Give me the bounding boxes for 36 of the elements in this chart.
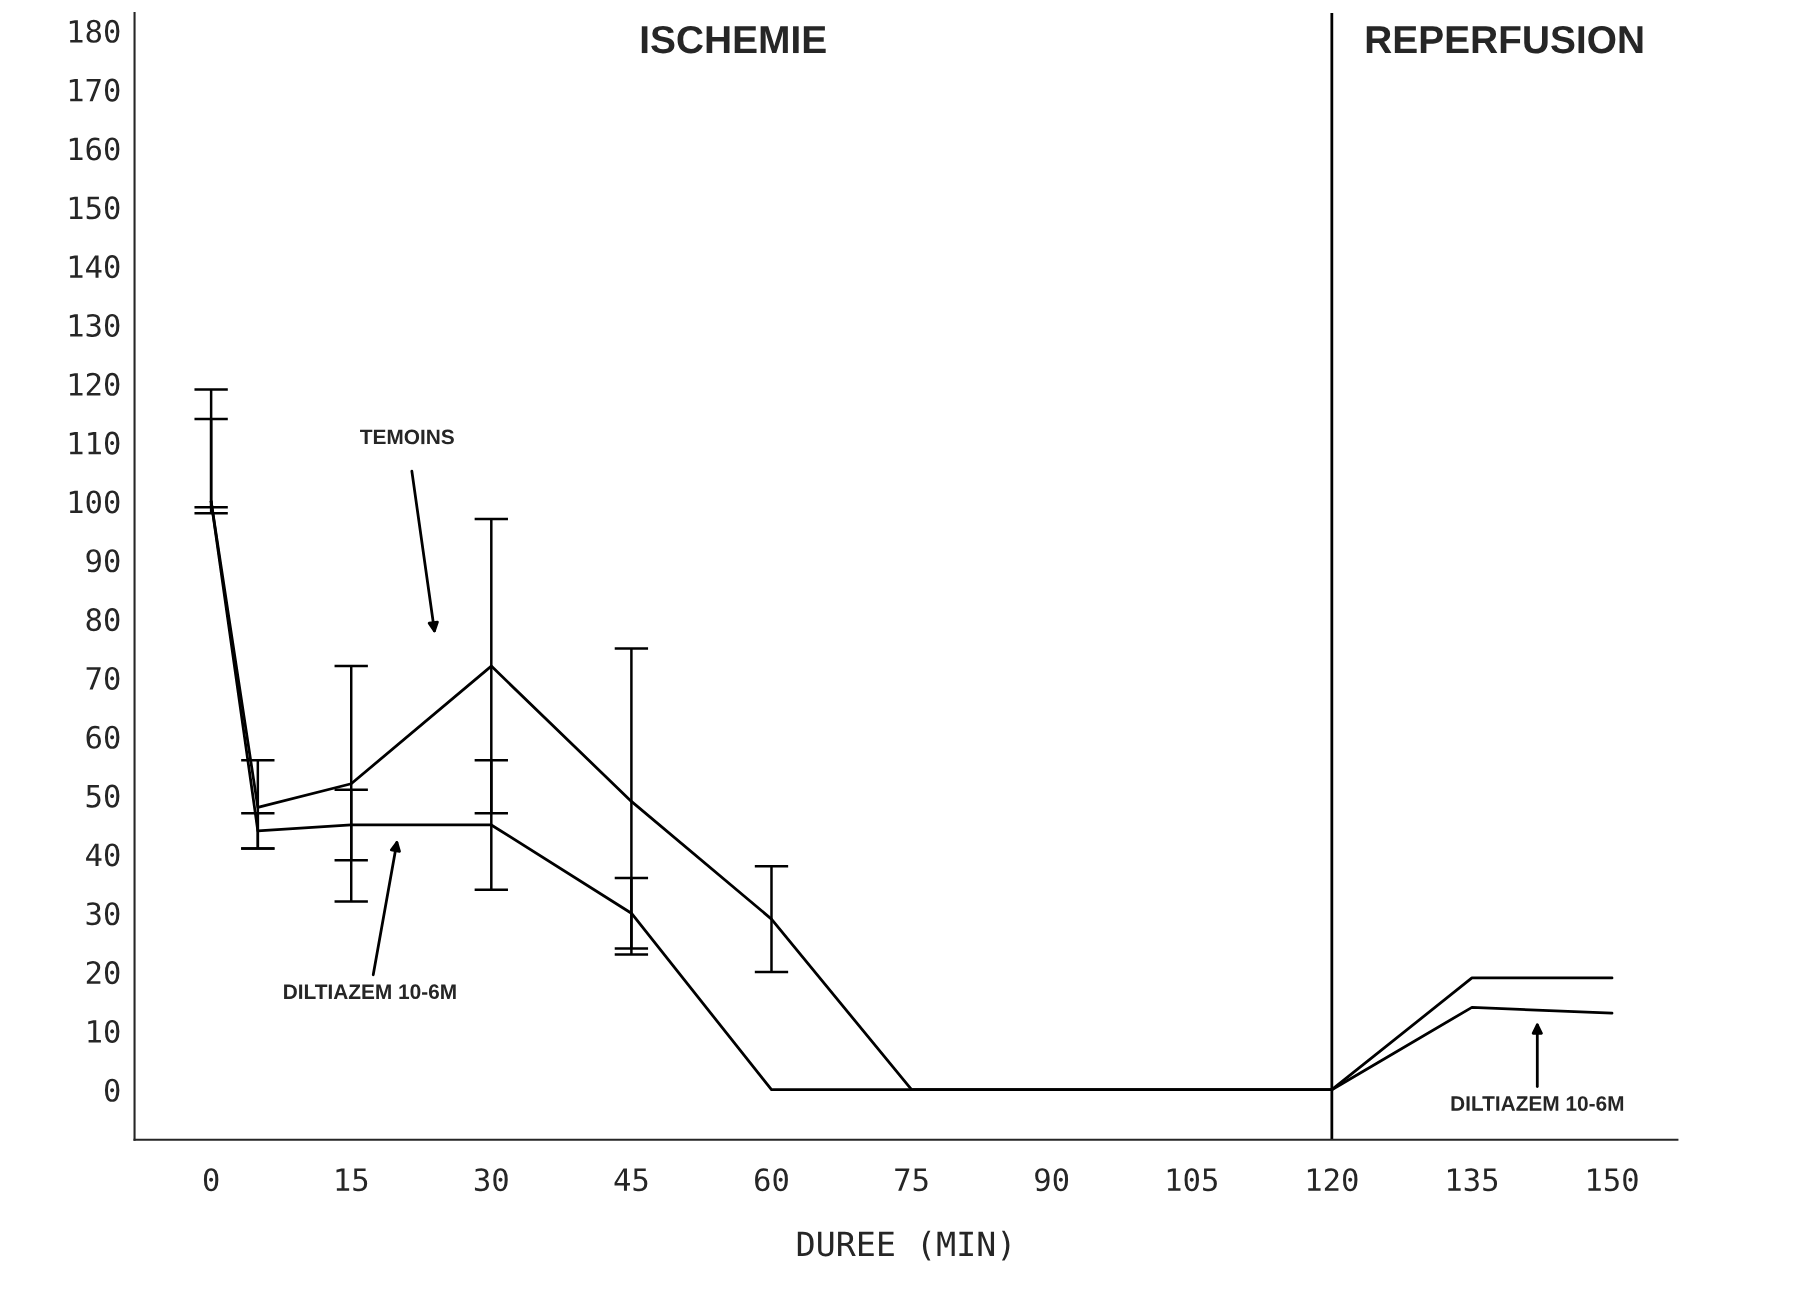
annotation: ISCHEMIE [641, 25, 826, 54]
y-tick-label: 120 [69, 372, 120, 396]
y-tick-label: 150 [69, 196, 120, 220]
y-tick-label: 0 [104, 1078, 120, 1102]
x-tick-label: 15 [336, 1168, 368, 1192]
x-tick-label: 90 [1035, 1168, 1069, 1192]
annotation: DILTIAZEM 10-6M [1451, 1096, 1624, 1111]
annotation: DILTIAZEM 10-6M [284, 984, 456, 1000]
y-tick-label: 140 [69, 255, 120, 279]
x-tick-label: 60 [755, 1168, 788, 1192]
y-tick-label: 50 [86, 784, 120, 808]
annotation: REPERFUSION [1366, 25, 1643, 54]
annotation: TEMOINS [360, 429, 454, 445]
y-tick-label: 110 [69, 431, 120, 455]
y-tick-label: 170 [69, 78, 120, 102]
y-tick-label: 130 [69, 313, 120, 338]
y-tick-label: 20 [86, 961, 120, 985]
y-tick-label: 80 [86, 608, 120, 632]
y-tick-label: 100 [69, 490, 120, 514]
y-tick-label: 160 [69, 137, 120, 161]
y-tick-label: 10 [88, 1019, 120, 1043]
x-tick-label: 135 [1448, 1168, 1498, 1192]
x-tick-label: 120 [1307, 1168, 1358, 1192]
y-tick-label: 40 [86, 843, 120, 867]
y-tick-label: 70 [86, 666, 120, 691]
y-tick-label: 30 [86, 902, 120, 926]
x-tick-label: 30 [474, 1168, 508, 1192]
y-tick-label: 180 [69, 19, 120, 43]
y-tick-label: 60 [86, 725, 120, 749]
x-axis-title: DUREE (MIN) [797, 1230, 1010, 1261]
y-tick-label: 90 [86, 549, 120, 573]
x-tick-label: 0 [203, 1168, 219, 1192]
x-tick-label: 105 [1167, 1168, 1217, 1192]
x-tick-label: 45 [614, 1168, 648, 1192]
x-tick-label: 150 [1588, 1168, 1638, 1192]
x-tick-label: 75 [895, 1168, 928, 1192]
